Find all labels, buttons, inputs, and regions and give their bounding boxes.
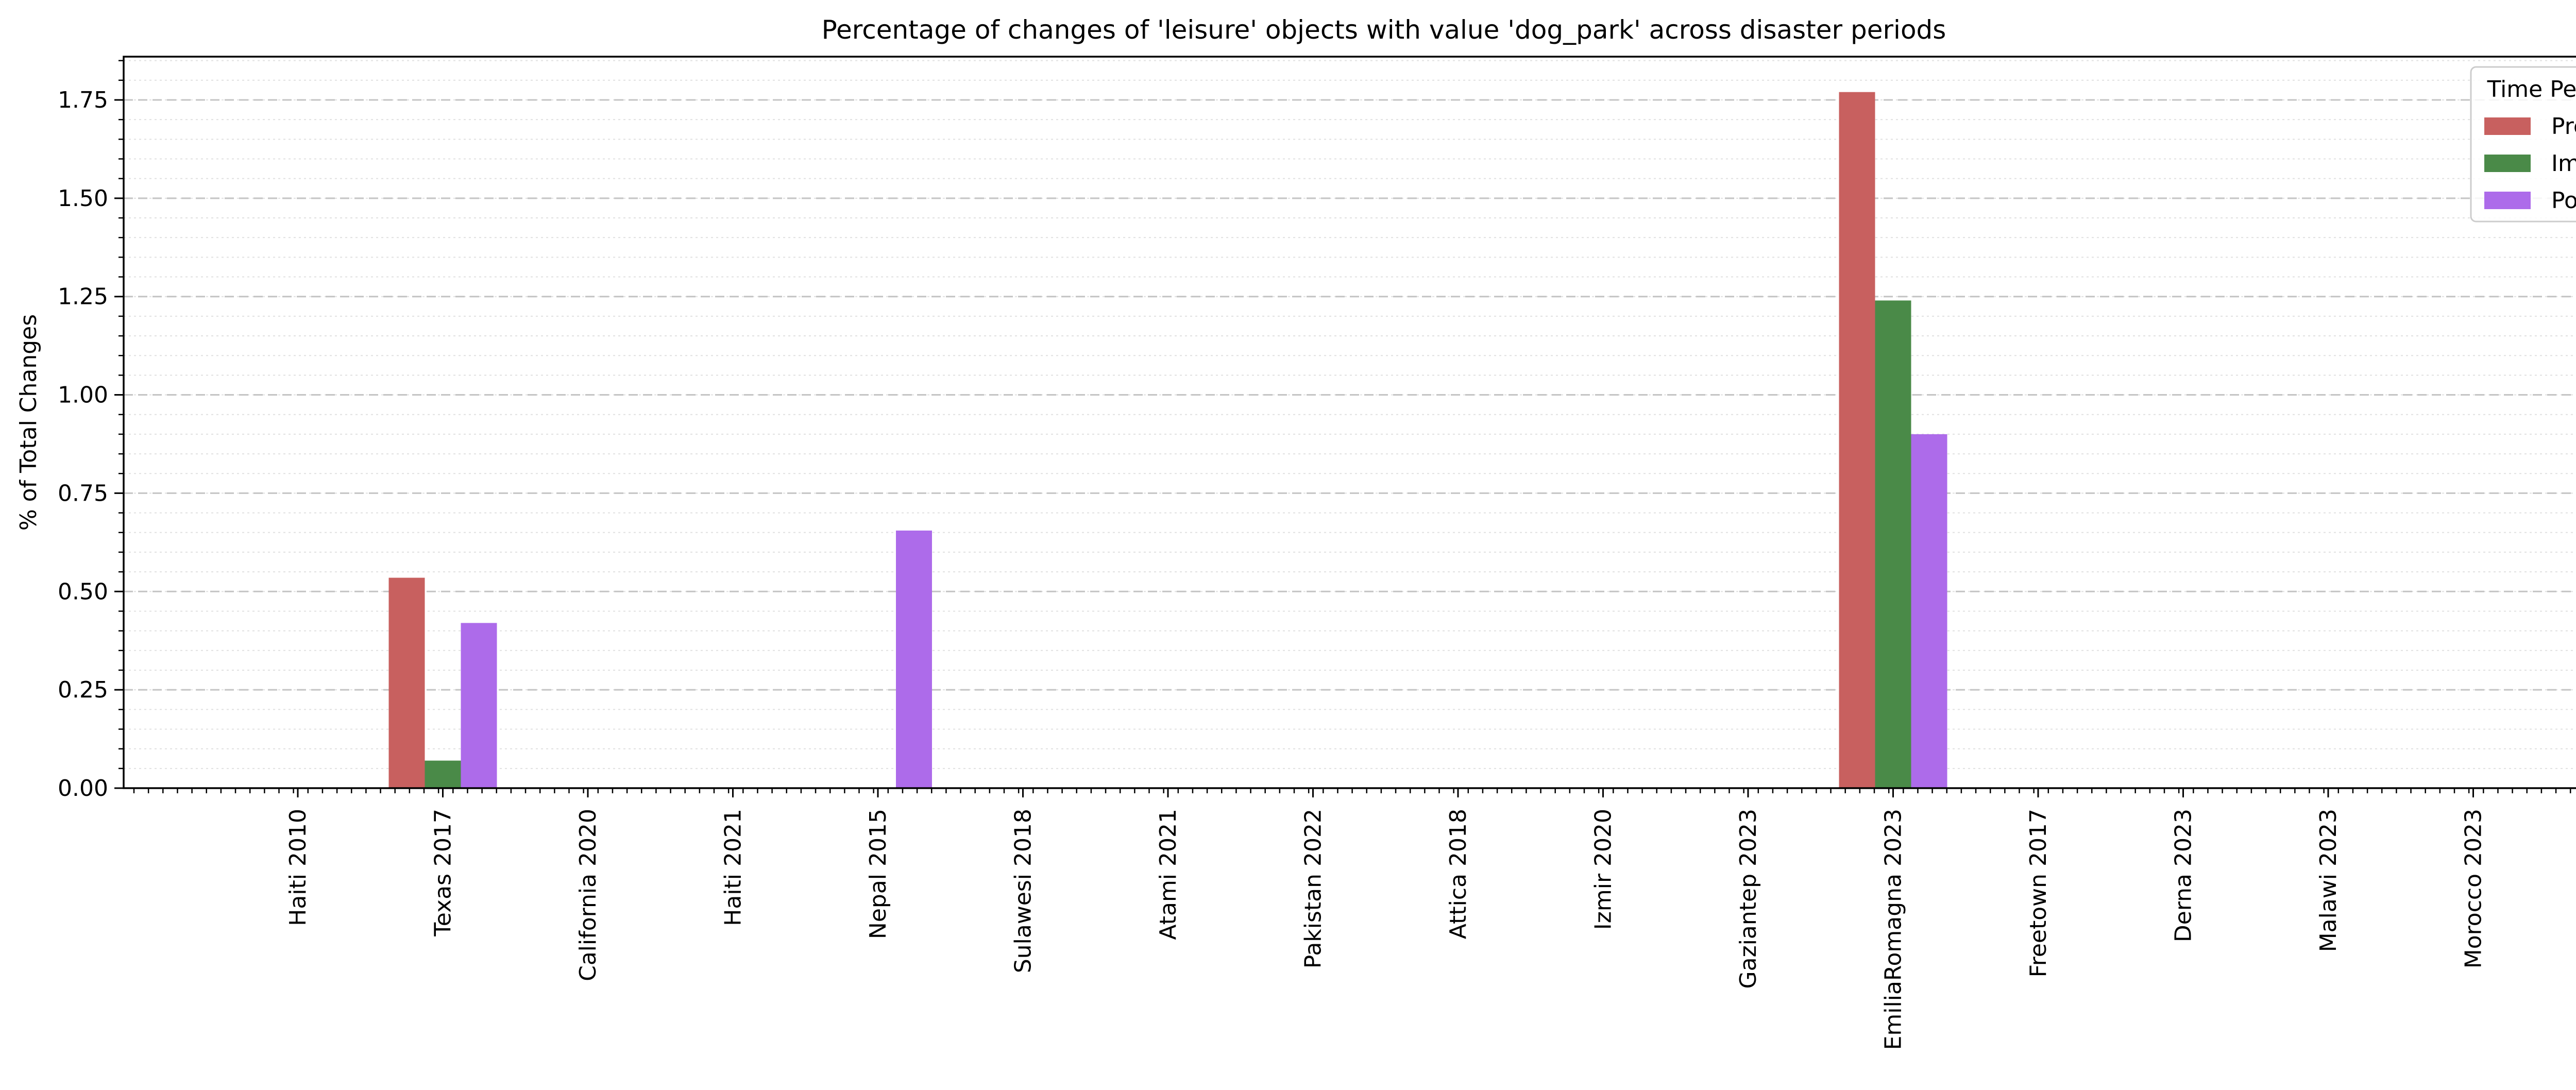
y-axis-label: % of Total Changes xyxy=(15,314,42,531)
x-tick-label: Sulawesi 2018 xyxy=(1010,809,1037,973)
y-tick-label: 0.75 xyxy=(58,480,108,506)
x-tick-label: Morocco 2023 xyxy=(2461,809,2487,968)
bar-post xyxy=(1911,434,1947,788)
x-tick-label: Gaziantep 2023 xyxy=(1735,809,1761,989)
x-tick-label: Texas 2017 xyxy=(430,809,456,937)
x-tick-label: Pakistan 2022 xyxy=(1300,809,1327,968)
y-tick-label: 0.00 xyxy=(58,775,108,802)
x-tick-label: Nepal 2015 xyxy=(865,809,891,939)
x-tick-label: Izmir 2020 xyxy=(1590,809,1617,930)
axes xyxy=(123,56,2576,789)
y-tick-label: 0.25 xyxy=(58,677,108,703)
bar-post xyxy=(461,623,497,788)
legend-label-imm: Imm xyxy=(2551,150,2576,177)
bar-imm xyxy=(1875,300,1911,788)
y-tick-label: 1.50 xyxy=(58,185,108,212)
bar-pre xyxy=(388,577,425,788)
x-tick-label: EmiliaRomagna 2023 xyxy=(1880,809,1907,1050)
x-tick-label: Attica 2018 xyxy=(1445,809,1471,939)
bars xyxy=(388,92,1947,788)
y-tick-label: 1.00 xyxy=(58,382,108,408)
x-tick-label: Freetown 2017 xyxy=(2025,809,2052,977)
legend: Time Period Pre Imm Post xyxy=(2470,66,2576,223)
legend-label-pre: Pre xyxy=(2551,113,2576,140)
x-tick-label: Haiti 2021 xyxy=(720,809,747,926)
plot-frame xyxy=(123,56,2576,789)
x-ticks: Haiti 2010 Texas 2017 California 2020 Haiti… xyxy=(133,788,2571,1050)
y-tick-label: 1.25 xyxy=(58,284,108,310)
legend-swatch-imm xyxy=(2484,155,2531,172)
y-tick-label: 1.75 xyxy=(58,87,108,113)
bar-pre xyxy=(1839,92,1875,788)
legend-title: Time Period xyxy=(2487,76,2576,103)
x-tick-label: Malawi 2023 xyxy=(2315,809,2342,952)
y-tick-label: 0.50 xyxy=(58,578,108,605)
legend-swatch-post xyxy=(2484,192,2531,209)
x-tick-label: California 2020 xyxy=(575,809,601,981)
x-tick-label: Derna 2023 xyxy=(2171,809,2197,942)
legend-label-post: Post xyxy=(2551,188,2576,214)
bar-post xyxy=(896,530,932,788)
y-ticks: 0.00 0.25 0.50 0.75 1.00 1.25 1.50 1.75 xyxy=(58,60,124,802)
chart-title: Percentage of changes of 'leisure' objec… xyxy=(822,15,1946,45)
x-tick-label: Haiti 2010 xyxy=(285,809,311,926)
x-tick-label: Atami 2021 xyxy=(1155,809,1181,940)
bar-imm xyxy=(425,760,461,788)
legend-swatch-pre xyxy=(2484,117,2531,135)
legend-box xyxy=(2470,66,2576,223)
